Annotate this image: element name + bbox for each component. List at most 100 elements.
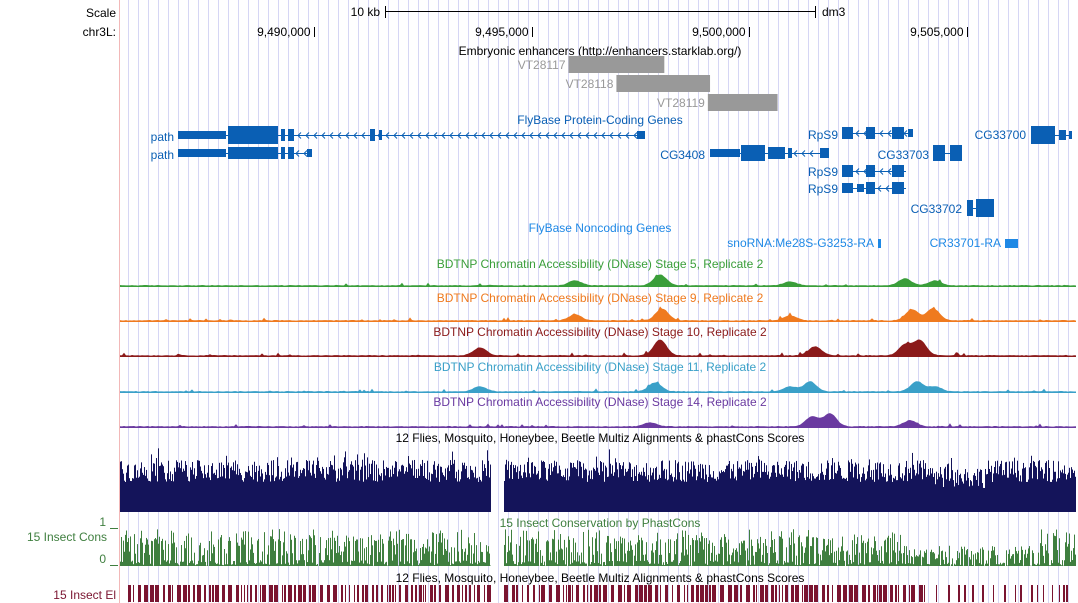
multiz-bar — [643, 467, 644, 512]
phastcons-bar — [343, 551, 344, 566]
phastcons-bar — [757, 539, 758, 566]
gene-rps9-3[interactable] — [842, 182, 906, 194]
multiz-bar — [972, 485, 973, 512]
gene-label-cg33700[interactable]: CG33700 — [975, 128, 1027, 142]
noncoding-genes-track[interactable]: FlyBase Noncoding Genes snoRNA:Me28S-G32… — [529, 221, 1018, 250]
exon — [866, 165, 875, 177]
conserved-element — [465, 585, 467, 602]
gene-cg3408[interactable] — [710, 145, 829, 161]
enhancer-label[interactable]: VT28119 — [657, 96, 705, 110]
multiz-bar — [628, 468, 629, 512]
gene-cg33700[interactable] — [1031, 126, 1072, 144]
phastcons-bar — [194, 552, 195, 566]
phastcons-bar — [388, 540, 389, 566]
phastcons-bar — [651, 550, 652, 566]
enhancer-label[interactable]: VT28117 — [518, 58, 566, 72]
multiz-bar — [796, 460, 797, 512]
multiz-bar — [289, 475, 290, 512]
phastcons-bar — [763, 543, 764, 566]
phastcons-bar — [236, 533, 237, 566]
cr33701-feature[interactable] — [1005, 239, 1018, 248]
multiz-bar — [996, 473, 997, 512]
conserved-element — [791, 585, 794, 602]
gene-path-2[interactable] — [178, 147, 312, 159]
phastcons-bar — [889, 563, 890, 566]
gene-label-cg3408[interactable]: CG3408 — [660, 148, 705, 162]
phastcons-bar — [548, 541, 549, 566]
dnase-stage11-track[interactable]: BDTNP Chromatin Accessibility (DNase) St… — [120, 360, 1076, 393]
phastcons-bar — [283, 542, 284, 566]
multiz-bar — [524, 464, 525, 512]
gene-cg33703[interactable] — [933, 145, 962, 161]
phastcons-bar — [793, 529, 794, 566]
multiz-bar — [381, 473, 382, 512]
elements-side-label[interactable]: 15 Insect El — [53, 588, 116, 602]
gene-label-rps9-1[interactable]: RpS9 — [808, 128, 838, 142]
multiz-bar — [830, 479, 831, 512]
enhancers-track[interactable]: Embryonic enhancers (http://enhancers.st… — [459, 44, 778, 111]
gene-rps9-2[interactable] — [842, 165, 906, 177]
phastcons-bar — [870, 562, 871, 566]
dnase-stage9-track[interactable]: BDTNP Chromatin Accessibility (DNase) St… — [120, 291, 1076, 322]
multiz-bar — [428, 479, 429, 512]
gene-path-1[interactable] — [178, 126, 645, 144]
phastcons-bar — [476, 545, 477, 566]
protein-coding-genes-track[interactable]: FlyBase Protein-Coding Genes path path C… — [151, 113, 1072, 217]
enhancer-feature[interactable] — [568, 56, 665, 73]
gene-cg33702[interactable] — [967, 199, 994, 217]
gene-label-snorna[interactable]: snoRNA:Me28S-G3253-RA — [727, 236, 874, 250]
phastcons-track[interactable]: 15 Insect Conservation by PhastCons 15 I… — [27, 515, 1076, 566]
phastcons-bar — [726, 542, 727, 566]
phastcons-bar — [975, 553, 976, 566]
phastcons-bar — [382, 539, 383, 566]
multiz-bar — [440, 466, 441, 512]
phastcons-bar — [358, 551, 359, 566]
enhancer-feature[interactable] — [707, 94, 778, 111]
dnase-stage5-track[interactable]: BDTNP Chromatin Accessibility (DNase) St… — [120, 257, 1076, 287]
dnase-stage14-track[interactable]: BDTNP Chromatin Accessibility (DNase) St… — [120, 395, 1076, 428]
phastcons-bar — [372, 545, 373, 566]
phastcons-side-label[interactable]: 15 Insect Cons — [27, 530, 107, 544]
conserved-element — [849, 585, 853, 602]
phastcons-bar — [266, 563, 267, 566]
multiz-track[interactable]: 12 Flies, Mosquito, Honeybee, Beetle Mul… — [120, 431, 1076, 512]
multiz-track-title: 12 Flies, Mosquito, Honeybee, Beetle Mul… — [396, 431, 805, 445]
conserved-element — [814, 585, 818, 602]
enhancer-feature[interactable] — [616, 75, 711, 92]
multiz-bar — [562, 476, 563, 512]
gene-label-cr33701[interactable]: CR33701-RA — [930, 236, 1001, 250]
enhancer-label[interactable]: VT28118 — [566, 77, 614, 91]
gene-label-path-1[interactable]: path — [151, 130, 174, 144]
gene-label-rps9-2[interactable]: RpS9 — [808, 165, 838, 179]
phastcons-bar — [169, 563, 170, 566]
multiz-bar — [545, 467, 546, 512]
strand-arrow — [329, 132, 334, 139]
phastcons-bar — [1016, 551, 1017, 566]
multiz-bar — [709, 465, 710, 512]
gene-label-cg33702[interactable]: CG33702 — [911, 202, 963, 216]
snorna-feature[interactable] — [878, 239, 881, 248]
multiz-bar — [563, 475, 564, 512]
ruler[interactable]: Scale chr3L: 10 kb dm3 9,490,000 9,495,00… — [83, 5, 968, 39]
phastcons-bar — [736, 548, 737, 566]
phastcons-bar — [583, 531, 584, 566]
phastcons-bar — [812, 537, 813, 566]
multiz-bar — [858, 463, 859, 512]
gene-label-cg33703[interactable]: CG33703 — [878, 148, 930, 162]
gene-label-path-2[interactable]: path — [151, 148, 174, 162]
phastcons-bar — [1072, 560, 1073, 566]
phastcons-bar — [985, 563, 986, 566]
gene-rps9-1[interactable] — [842, 127, 913, 139]
multiz-bar — [834, 462, 835, 512]
phastcons-bar — [658, 563, 659, 566]
multiz-bar — [568, 480, 569, 512]
phastcons-bar — [214, 546, 215, 566]
conserved-elements-track[interactable]: 12 Flies, Mosquito, Honeybee, Beetle Mul… — [53, 571, 1068, 602]
phastcons-bar — [466, 560, 467, 566]
strand-arrow — [345, 132, 350, 139]
gene-label-rps9-3[interactable]: RpS9 — [808, 182, 838, 196]
multiz-bar — [657, 479, 658, 512]
conserved-element — [566, 585, 567, 602]
dnase-stage10-track[interactable]: BDTNP Chromatin Accessibility (DNase) St… — [120, 325, 1076, 357]
